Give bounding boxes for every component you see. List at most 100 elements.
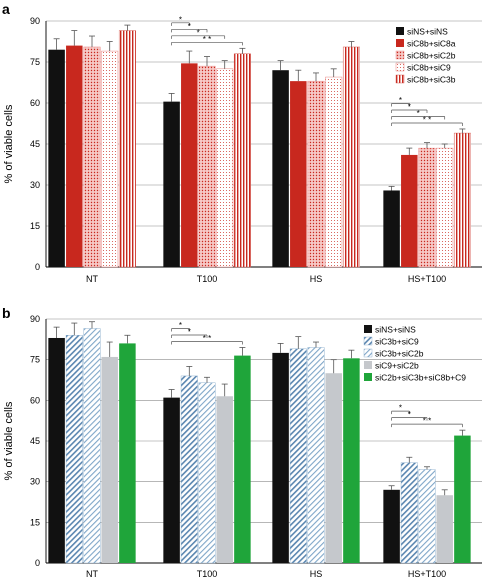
y-tick-label: 75 bbox=[30, 355, 40, 365]
y-axis-label: % of viable cells bbox=[3, 401, 15, 480]
legend-swatch bbox=[395, 62, 405, 72]
legend-entry: siC9+siC2b bbox=[375, 361, 419, 371]
y-tick-label: 30 bbox=[30, 180, 40, 190]
significance-label: * * bbox=[203, 334, 211, 343]
bar-T100-siC3b+siC9 bbox=[180, 375, 198, 564]
legend-entry: siC8b+siC2b bbox=[407, 51, 456, 61]
bar-HS+T100-siC8b+siC8a bbox=[401, 154, 418, 267]
legend-swatch bbox=[396, 27, 404, 35]
y-tick-label: 45 bbox=[30, 139, 40, 149]
significance-label: * bbox=[179, 321, 182, 330]
bar-HS+T100-siNS+siNS bbox=[383, 190, 400, 267]
legend-swatch bbox=[364, 361, 372, 369]
legend-entry: siNS+siNS bbox=[375, 325, 416, 335]
legend-swatch bbox=[363, 348, 373, 358]
y-tick-label: 30 bbox=[30, 477, 40, 487]
significance-label: * bbox=[188, 22, 191, 31]
y-tick-label: 75 bbox=[30, 57, 40, 67]
bar-HS-siNS+siNS bbox=[272, 352, 289, 563]
y-tick-label: 90 bbox=[30, 314, 40, 324]
bar-HS+T100-siC8b+siC3b bbox=[453, 132, 471, 268]
bar-HS+T100-siC8b+siC2b bbox=[418, 147, 436, 268]
bar-HS-siC3b+siC9 bbox=[289, 348, 307, 564]
legend-entry: siC8b+siC9 bbox=[407, 63, 451, 73]
bar-HS-siC3b+siC2b bbox=[307, 347, 325, 564]
legend-swatch bbox=[364, 373, 372, 381]
significance-label: * bbox=[399, 96, 402, 105]
bar-HS-siC8b+siC8a bbox=[290, 81, 307, 267]
bar-HS+T100-siC8b+siC9 bbox=[436, 147, 454, 268]
legend-entry: siC8b+siC8a bbox=[407, 39, 456, 49]
y-tick-label: 15 bbox=[30, 221, 40, 231]
bar-T100-siC8b+siC8a bbox=[181, 63, 198, 267]
legend-swatch bbox=[396, 39, 404, 47]
bar-HS-siNS+siNS bbox=[272, 70, 289, 267]
bar-T100-siC8b+siC9 bbox=[216, 68, 234, 268]
panel-label-b: b bbox=[2, 305, 11, 321]
bar-NT-siC8b+siC2b bbox=[83, 46, 101, 268]
legend-swatch bbox=[395, 74, 405, 84]
chart-panel-a: 0 15 30 45 60 75 90 % of viable cells NT T100 HS HS… bbox=[3, 15, 482, 284]
panel-label-a: a bbox=[2, 1, 10, 17]
bar-T100-siC8b+siC2b bbox=[198, 65, 216, 268]
legend-swatch bbox=[395, 50, 405, 60]
bar-T100-siC9+siC2b bbox=[216, 396, 233, 563]
y-tick-label: 45 bbox=[30, 436, 40, 446]
bar-HS+T100-siC2b+siC3b+siC8b+C9 bbox=[454, 435, 471, 563]
category-label: HS+T100 bbox=[408, 569, 446, 579]
y-tick-label: 90 bbox=[30, 16, 40, 26]
category-label: HS bbox=[310, 569, 323, 579]
significance-label: * * bbox=[423, 115, 431, 124]
significance-label: * * bbox=[203, 35, 211, 44]
bar-T100-siNS+siNS bbox=[163, 101, 180, 267]
bar-HS-siC8b+siC3b bbox=[342, 46, 360, 268]
legend-entry: siC2b+siC3b+siC8b+C9 bbox=[375, 373, 466, 383]
legend-swatch bbox=[364, 325, 372, 333]
bar-NT-siC3b+siC2b bbox=[83, 328, 101, 564]
bar-HS+T100-siC9+siC2b bbox=[436, 495, 453, 563]
significance-label: * bbox=[408, 102, 411, 111]
bar-HS+T100-siNS+siNS bbox=[383, 489, 400, 563]
y-tick-label: 60 bbox=[30, 98, 40, 108]
y-tick-label: 0 bbox=[35, 262, 40, 272]
legend-swatch bbox=[363, 336, 373, 346]
significance-label: * bbox=[188, 327, 191, 336]
bar-NT-siC8b+siC3b bbox=[118, 30, 136, 268]
category-label: NT bbox=[86, 569, 98, 579]
bar-HS+T100-siC3b+siC2b bbox=[418, 469, 436, 564]
bar-T100-siC2b+siC3b+siC8b+C9 bbox=[234, 355, 251, 563]
significance-label: * bbox=[408, 410, 411, 419]
bar-NT-siC9+siC2b bbox=[101, 356, 118, 563]
category-label: NT bbox=[86, 274, 98, 284]
legend-entry: siC3b+siC2b bbox=[375, 349, 424, 359]
category-label: HS bbox=[310, 274, 323, 284]
category-label: HS+T100 bbox=[408, 274, 446, 284]
bar-HS-siC8b+siC9 bbox=[325, 76, 343, 268]
y-tick-label: 60 bbox=[30, 395, 40, 405]
category-label: T100 bbox=[197, 569, 218, 579]
legend-entry: siC3b+siC9 bbox=[375, 337, 419, 347]
bar-NT-siC8b+siC8a bbox=[66, 45, 83, 267]
bar-T100-siC8b+siC3b bbox=[233, 53, 251, 268]
y-axis-label: % of viable cells bbox=[3, 104, 15, 183]
category-label: T100 bbox=[197, 274, 218, 284]
bar-HS+T100-siC3b+siC9 bbox=[400, 462, 418, 564]
bar-NT-siC2b+siC3b+siC8b+C9 bbox=[119, 343, 136, 563]
bar-T100-siC3b+siC2b bbox=[198, 382, 216, 564]
bar-NT-siC8b+siC9 bbox=[101, 50, 119, 268]
y-tick-label: 15 bbox=[30, 517, 40, 527]
bar-HS-siC9+siC2b bbox=[325, 373, 342, 563]
bar-NT-siNS+siNS bbox=[48, 337, 65, 563]
bar-T100-siNS+siNS bbox=[163, 397, 180, 563]
significance-label: * * bbox=[423, 417, 431, 426]
y-tick-label: 0 bbox=[35, 558, 40, 568]
significance-label: * bbox=[197, 28, 200, 37]
bar-HS-siC8b+siC2b bbox=[307, 80, 325, 268]
chart-panel-b: 0 15 30 45 60 75 90 % of viable cells NT T100 HS HS… bbox=[3, 314, 482, 579]
bar-HS-siC2b+siC3b+siC8b+C9 bbox=[343, 358, 360, 563]
legend-entry: siNS+siNS bbox=[407, 27, 448, 37]
bar-NT-siC3b+siC9 bbox=[65, 335, 83, 564]
significance-label: * bbox=[417, 109, 420, 118]
bar-NT-siNS+siNS bbox=[48, 49, 65, 268]
